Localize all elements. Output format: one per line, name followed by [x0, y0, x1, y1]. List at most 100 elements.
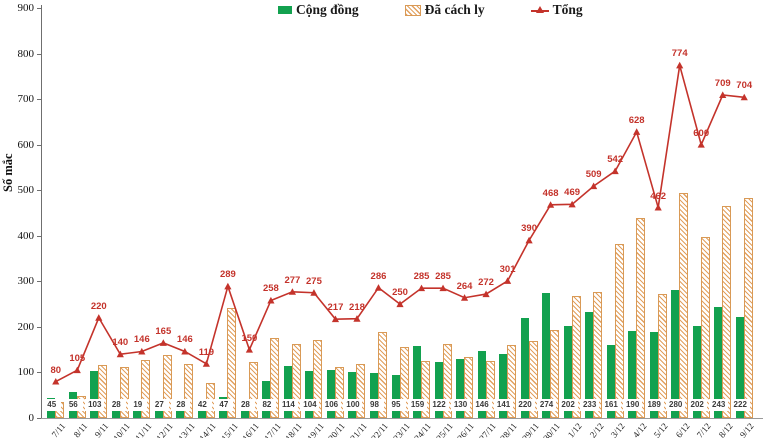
date-label: 15/11 [218, 421, 240, 438]
y-axis-tick-label: 900 [17, 2, 35, 14]
bar-value-label: 95 [386, 399, 406, 411]
total-marker-icon [740, 93, 748, 101]
total-value-label: 542 [607, 154, 624, 166]
bar-value-label: 202 [558, 399, 578, 411]
bar-value-label: 100 [343, 399, 363, 411]
total-marker-icon [396, 300, 404, 308]
total-marker-icon [633, 128, 641, 135]
date-label: 4/12 [630, 421, 649, 438]
bar-value-label: 130 [451, 399, 471, 411]
total-value-label: 469 [564, 187, 581, 199]
bar-community [283, 366, 292, 418]
y-axis-tick [37, 235, 41, 237]
date-label: 8/12 [716, 421, 735, 438]
y-axis-tick [37, 281, 41, 283]
total-marker-icon [654, 203, 662, 211]
bar-value-label: 159 [408, 399, 427, 411]
total-marker-icon [202, 360, 210, 367]
bar-value-label: 104 [300, 399, 320, 411]
total-marker-icon [159, 339, 167, 346]
date-label: 13/11 [175, 421, 197, 438]
total-marker-icon [73, 366, 81, 374]
total-marker-icon [417, 284, 426, 292]
total-value-label: 301 [499, 263, 516, 275]
bar-value-label: 42 [192, 399, 212, 411]
total-value-label: 509 [585, 169, 602, 181]
bar-community [499, 353, 508, 418]
total-marker-icon [310, 289, 318, 296]
total-value-label: 390 [521, 223, 537, 235]
total-marker-icon [547, 201, 555, 208]
date-label: 19/11 [304, 421, 326, 438]
total-value-label: 80 [50, 364, 62, 376]
y-axis-title: Số mắc [1, 153, 15, 193]
total-marker-icon [611, 167, 619, 175]
bar-value-label: 190 [623, 399, 643, 411]
bar-value-label: 114 [278, 399, 298, 411]
y-axis-tick-label: 300 [17, 275, 35, 288]
date-label: 28/11 [498, 421, 520, 438]
total-marker-icon [568, 200, 576, 208]
legend-item-community: Cộng đồng [278, 2, 359, 18]
bar-community [456, 358, 465, 418]
y-axis-tick-label: 800 [17, 47, 35, 60]
bar-community [90, 371, 99, 418]
total-marker-icon [267, 296, 275, 304]
bar-community [154, 405, 163, 418]
bar-community [133, 409, 142, 418]
date-label: 9/11 [92, 421, 111, 438]
bar-quarantine [743, 198, 753, 418]
total-marker-icon [224, 282, 232, 290]
date-label: 10/11 [111, 421, 132, 438]
total-value-label: 272 [478, 277, 494, 289]
total-value-label: 250 [392, 287, 408, 299]
bar-value-label: 82 [257, 399, 277, 411]
legend-label-quarantine: Đã cách ly [424, 2, 485, 17]
bar-value-label: 141 [494, 399, 514, 411]
bar-value-label: 122 [429, 399, 449, 411]
total-value-label: 774 [671, 48, 688, 60]
y-axis-tick-label: 200 [17, 320, 35, 333]
bar-value-label: 189 [644, 399, 664, 411]
date-label: 11/11 [133, 421, 154, 438]
legend-label-total: Tổng [552, 2, 583, 17]
bar-community [240, 405, 249, 418]
date-label: 29/11 [520, 421, 541, 438]
date-label: 22/11 [369, 421, 391, 438]
total-value-label: 105 [69, 353, 86, 365]
date-label: 8/11 [71, 421, 89, 438]
date-label: 2/12 [587, 421, 606, 438]
y-axis-tick-label: 100 [17, 366, 35, 379]
date-label: 7/11 [49, 421, 68, 438]
bar-community [369, 373, 378, 418]
total-marker-icon [138, 347, 146, 355]
bar-value-label: 274 [537, 399, 557, 411]
quarantine-swatch-icon [404, 4, 421, 16]
total-marker-icon [676, 61, 684, 69]
bar-value-label: 56 [63, 399, 83, 411]
total-value-label: 289 [219, 269, 236, 281]
total-marker-icon [460, 294, 469, 301]
legend-item-total: Tổng [530, 2, 583, 18]
bar-community [305, 370, 314, 418]
bar-value-label: 28 [235, 399, 255, 411]
date-label: 26/11 [455, 421, 477, 438]
bar-community [391, 374, 400, 418]
total-line-marker-icon [530, 5, 549, 15]
total-value-label: 146 [176, 334, 193, 346]
y-axis-tick-label: 600 [17, 138, 35, 151]
total-marker-icon [245, 346, 253, 353]
y-axis-tick [37, 8, 41, 9]
legend-label-community: Cộng đồng [296, 2, 359, 17]
y-axis-tick [37, 53, 41, 55]
total-marker-icon [95, 314, 103, 321]
y-axis-tick-label: 0 [28, 412, 35, 424]
bar-quarantine [700, 236, 710, 418]
bar-value-label: 243 [709, 399, 729, 411]
total-marker-icon [331, 315, 340, 323]
total-marker-icon [181, 347, 189, 355]
total-value-label: 220 [90, 300, 107, 312]
total-marker-icon [116, 350, 124, 358]
bar-community [348, 372, 357, 418]
total-marker-icon [590, 182, 598, 190]
